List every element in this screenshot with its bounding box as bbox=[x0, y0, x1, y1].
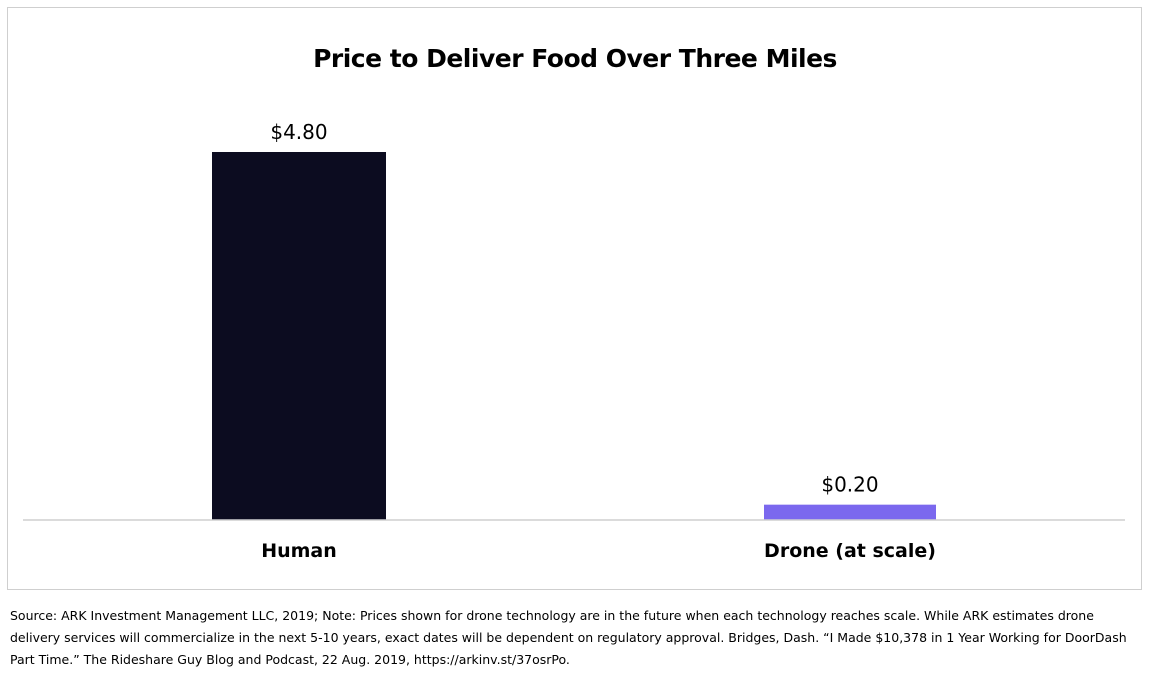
source-note: Source: ARK Investment Management LLC, 2… bbox=[10, 608, 1127, 667]
bar-0 bbox=[212, 152, 386, 520]
bar-chart: $4.80 Human $0.20 Drone (at scale) bbox=[23, 120, 1125, 562]
labels-layer: $4.80 Human $0.20 Drone (at scale) bbox=[261, 120, 936, 562]
category-label-0: Human bbox=[261, 540, 337, 562]
category-label-1: Drone (at scale) bbox=[764, 540, 936, 562]
chart-title: Price to Deliver Food Over Three Miles bbox=[313, 44, 837, 73]
bars-layer bbox=[212, 152, 936, 520]
data-label-1: $0.20 bbox=[821, 473, 878, 497]
bar-1 bbox=[764, 504, 936, 520]
chart-frame bbox=[7, 7, 1142, 590]
data-label-0: $4.80 bbox=[270, 120, 327, 144]
